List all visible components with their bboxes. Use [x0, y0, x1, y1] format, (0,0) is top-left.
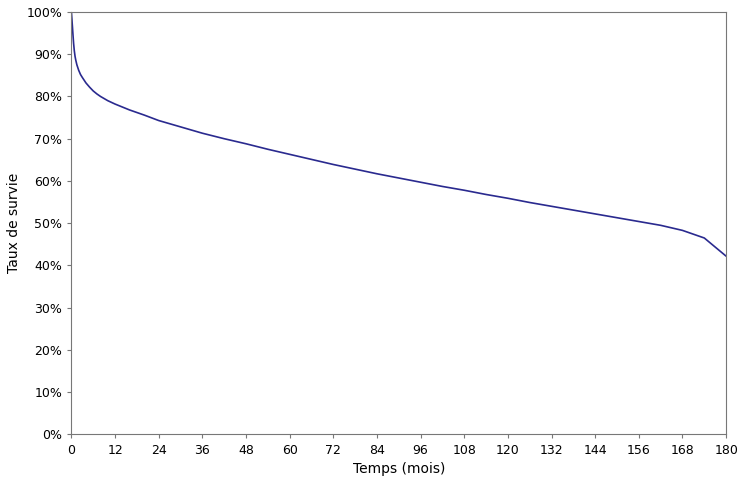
Y-axis label: Taux de survie: Taux de survie: [7, 173, 21, 273]
X-axis label: Temps (mois): Temps (mois): [352, 462, 445, 476]
